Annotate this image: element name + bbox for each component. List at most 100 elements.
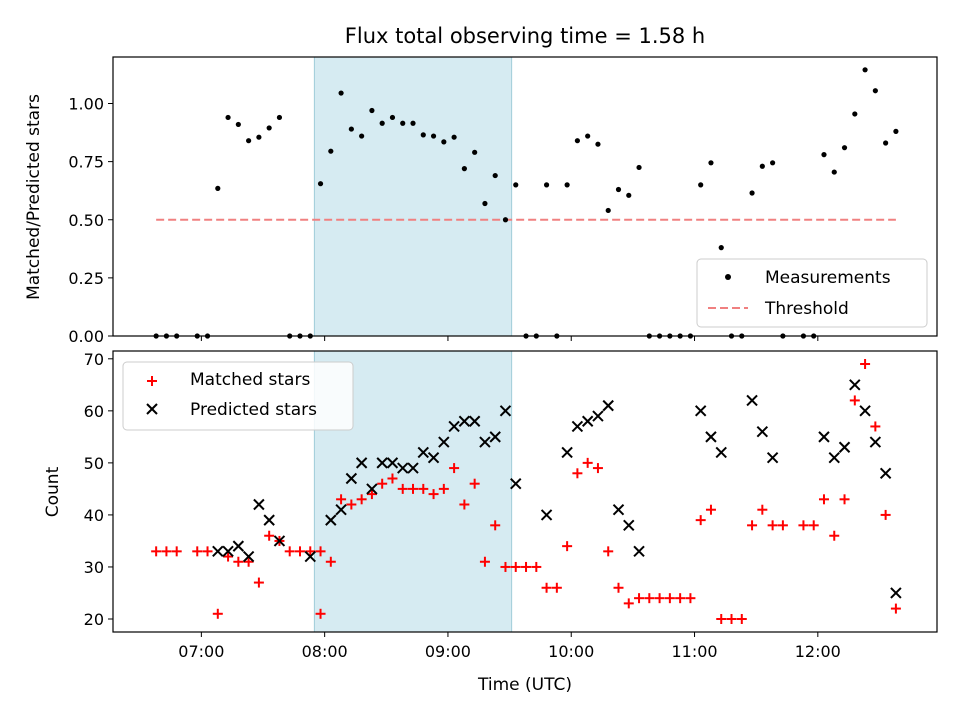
top-y-tick-label: 1.00 [68,95,104,114]
matched-star-point [890,603,901,614]
matched-star-point [736,613,747,624]
matched-star-point [685,593,696,604]
top-y-tick-label: 0.50 [68,211,104,230]
matched-star-point [202,546,213,557]
predicted-star-point [335,504,347,516]
predicted-star-point [325,514,337,526]
predicted-star-point [540,509,553,521]
predicted-star-point [263,514,275,526]
top-y-tick-label: 0.25 [68,269,104,288]
predicted-star-point [818,431,830,443]
matched-star-point [664,593,675,604]
predicted-star-point [468,415,481,427]
measurement-point [400,120,406,126]
measurement-point [831,169,837,175]
matched-star-point [192,546,203,557]
matched-star-point [356,494,367,505]
measurement-point [492,172,498,179]
matched-star-point [603,546,614,557]
matched-star-point [243,556,254,567]
measurement-point [461,166,467,172]
measurement-point [893,128,899,134]
legend-measurements-marker [725,274,731,280]
matched-star-point [408,483,419,494]
top-plot-frame [112,56,938,337]
matched-star-point [562,541,573,552]
predicted-star-point [869,436,882,448]
measurement-point [359,133,365,139]
predicted-star-point [766,451,779,464]
predicted-star-point [427,451,440,464]
predicted-star-point [756,425,769,438]
measurement-point [852,111,858,117]
measurement-point [574,138,580,144]
predicted-star-point [273,535,286,547]
matched-star-point [500,561,511,572]
legend-matched-label: Matched stars [190,370,310,390]
predicted-star-point [510,477,522,490]
predicted-star-point [602,399,614,412]
matched-star-point [716,613,727,624]
predicted-star-point [242,550,255,563]
matched-star-point [541,582,552,593]
matched-star-point [171,546,182,557]
predicted-star-point [571,420,584,433]
matched-star-point [747,520,758,531]
predicted-star-point [355,457,368,469]
x-tick-label: 10:00 [548,642,594,661]
measurement-point [513,182,519,188]
measurement-point [369,107,375,114]
matched-star-point [459,499,470,510]
matched-star-point [418,483,429,494]
matched-star-point [397,483,408,494]
matched-star-point [705,504,716,515]
predicted-star-point [890,587,902,599]
predicted-star-point [397,462,409,474]
predicted-star-point [376,457,388,469]
matched-star-point [726,613,737,624]
top-legend-box [696,258,928,328]
measurement-point [246,138,252,144]
x-tick-label: 12:00 [795,642,841,661]
matched-star-point [592,463,603,474]
measurement-point [502,217,509,223]
predicted-star-point [828,451,840,464]
top-panel: 0.00 0.25 0.50 0.75 1.00 Matched/Predicted s… [24,56,938,346]
measurement-point [451,134,457,140]
predicted-star-point [489,431,501,443]
matched-star-point [839,494,850,505]
predicted-star-point [448,420,460,433]
matched-star-point [582,457,593,468]
matched-star-point [818,494,829,505]
matched-star-point [644,593,655,604]
matched-star-point [623,598,634,609]
matched-star-point [634,593,645,604]
measurement-point [317,181,324,187]
measurement-point [883,140,889,146]
bottom-plot-frame [112,350,938,633]
predicted-star-point [253,498,265,511]
measurement-point [872,88,878,94]
measurement-point [430,133,437,139]
measurement-point [605,207,611,214]
predicted-star-point [623,519,635,532]
matched-star-point [438,483,449,494]
predicted-star-point [746,394,758,407]
measurement-point [338,90,344,96]
matched-star-point [490,520,501,531]
x-tick-label: 11:00 [671,642,717,661]
matched-star-point [233,556,244,567]
predicted-star-point [715,446,727,459]
measurement-point [482,200,488,207]
matched-star-point [223,551,234,562]
matched-star-point [151,546,162,557]
matched-star-point [428,489,439,500]
predicted-star-point [222,545,234,558]
predicted-star-point [849,379,861,391]
measurement-point [379,120,385,126]
matched-star-point [551,582,562,593]
measurement-point [472,149,478,155]
matched-star-point [346,499,357,510]
predicted-star-point [838,441,851,453]
